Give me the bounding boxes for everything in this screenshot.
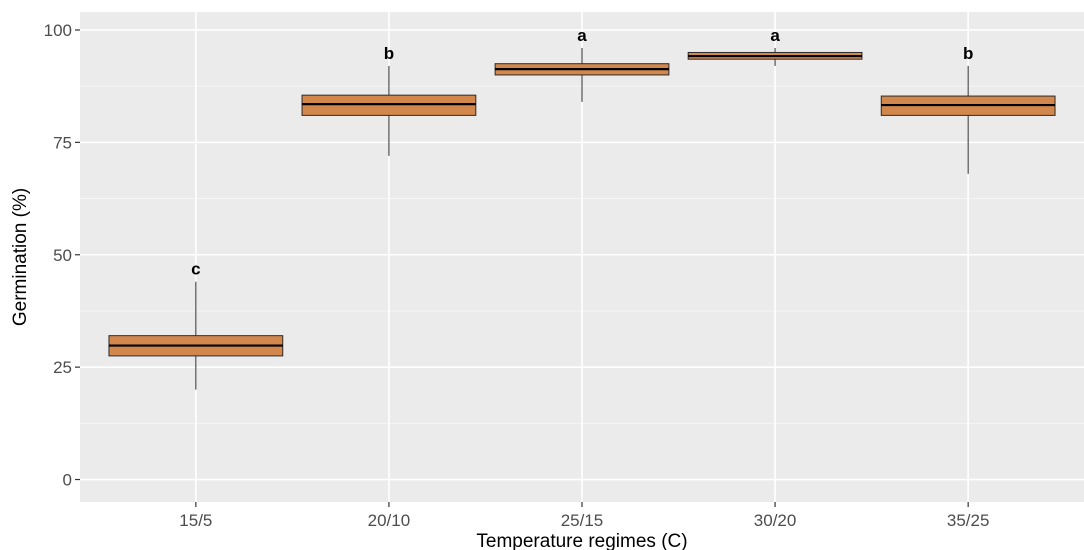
significance-letter: b (963, 44, 973, 63)
significance-letter: a (577, 26, 587, 45)
y-tick-label: 100 (44, 21, 72, 40)
box-30-20 (687, 47, 863, 66)
significance-labels-layer: c b a a b (191, 26, 973, 279)
y-tick-label: 0 (63, 471, 72, 490)
box-25-15 (494, 47, 670, 102)
significance-letter: c (191, 260, 200, 279)
y-tick-label: 25 (53, 358, 72, 377)
significance-letter: b (384, 44, 394, 63)
x-axis-ticks: 15/5 20/10 25/15 30/20 35/25 (179, 502, 989, 530)
box-15-5 (108, 281, 284, 390)
grid-layer (80, 12, 1084, 502)
significance-letter: a (770, 26, 780, 45)
y-axis-title: Germination (%) (10, 188, 31, 326)
y-tick-label: 50 (53, 246, 72, 265)
x-tick-label: 20/10 (368, 511, 411, 530)
box-20-10 (301, 65, 477, 156)
x-tick-label: 25/15 (561, 511, 604, 530)
box-iqr (301, 94, 477, 116)
boxes-layer (108, 47, 1056, 390)
y-tick-label: 75 (53, 133, 72, 152)
x-tick-label: 30/20 (754, 511, 797, 530)
x-axis-title: Temperature regimes (C) (476, 531, 687, 550)
x-tick-label: 35/25 (947, 511, 990, 530)
box-35-25 (880, 65, 1056, 174)
x-tick-label: 15/5 (179, 511, 212, 530)
y-axis-ticks: 0 25 50 75 100 (44, 21, 80, 490)
